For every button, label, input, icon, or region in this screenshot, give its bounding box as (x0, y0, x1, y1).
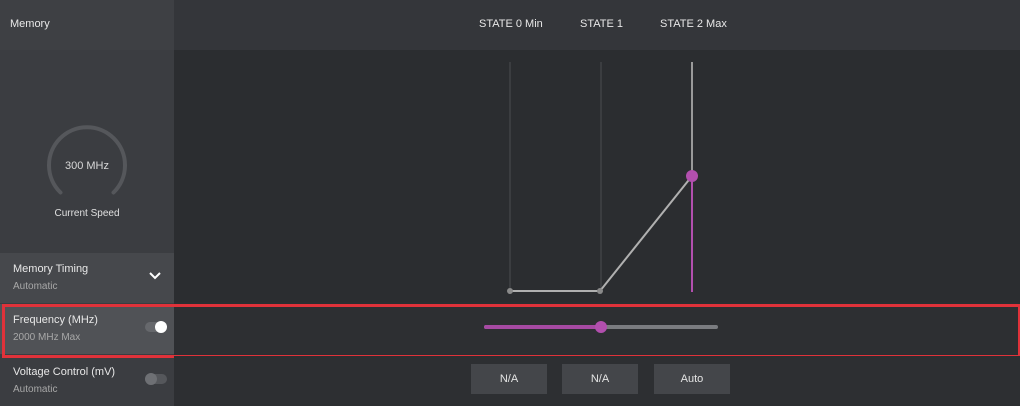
frequency-row: Frequency (MHz) 2000 MHz Max (0, 304, 174, 354)
voltage-value: Automatic (13, 384, 58, 395)
gauge-value: 300 MHz (64, 160, 110, 172)
state-1-voltage-button[interactable]: N/A (562, 364, 638, 394)
frequency-max: 2000 MHz Max (13, 332, 81, 343)
frequency-title: Frequency (MHz) (13, 314, 98, 326)
frequency-curve-area (174, 50, 1020, 302)
memory-header: Memory (0, 0, 174, 50)
frequency-slider[interactable] (484, 321, 718, 333)
memory-timing-value: Automatic (13, 281, 58, 292)
toggle-knob (145, 373, 157, 385)
voltage-toggle[interactable] (145, 373, 167, 385)
voltage-row: Voltage Control (mV) Automatic (0, 356, 174, 406)
state-1-label: STATE 1 (580, 18, 623, 30)
toggle-knob (155, 321, 167, 333)
frequency-toggle[interactable] (145, 321, 167, 333)
slider-fill (484, 325, 601, 329)
gauge-label: Current Speed (54, 208, 120, 219)
memory-timing-title: Memory Timing (13, 263, 89, 275)
voltage-values-row: N/A N/A Auto (174, 356, 1020, 404)
state-2-label: STATE 2 Max (660, 18, 727, 30)
memory-title: Memory (10, 18, 50, 30)
voltage-title: Voltage Control (mV) (13, 366, 116, 378)
slider-thumb[interactable] (595, 321, 607, 333)
memory-timing-row[interactable]: Memory Timing Automatic (0, 253, 174, 303)
frequency-slider-row (174, 304, 1020, 354)
state-2-voltage-button[interactable]: Auto (654, 364, 730, 394)
state-0-label: STATE 0 Min (479, 18, 543, 30)
chevron-down-icon[interactable] (149, 271, 161, 281)
states-header (174, 0, 1020, 50)
state-0-voltage-button[interactable]: N/A (471, 364, 547, 394)
speed-gauge (47, 125, 127, 195)
